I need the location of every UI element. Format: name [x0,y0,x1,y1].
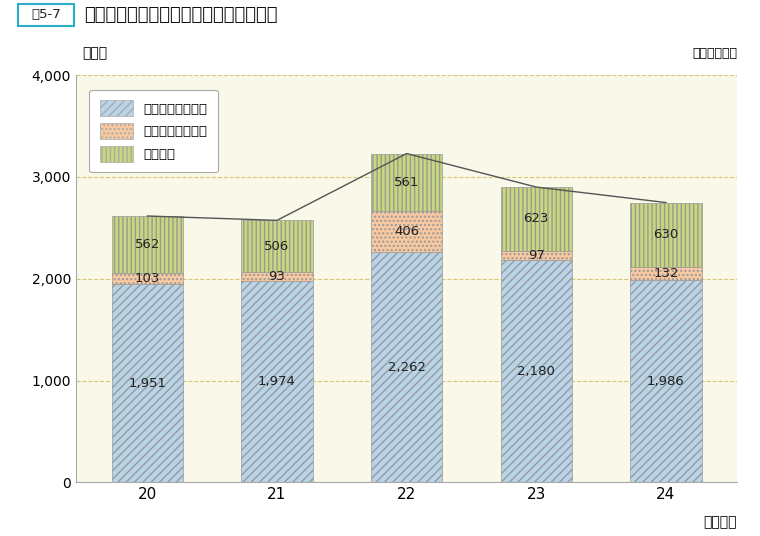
Text: 623: 623 [524,212,549,225]
Text: （年度）: （年度） [704,515,737,529]
Bar [112,273,183,284]
Text: 506: 506 [264,240,290,252]
Text: 562: 562 [135,238,160,251]
Bar [501,187,572,250]
Text: 132: 132 [653,267,679,280]
Bar [371,211,442,252]
Text: 2,262: 2,262 [388,361,426,374]
Text: 2,180: 2,180 [518,365,556,378]
Bar [501,250,572,260]
Bar [371,252,442,482]
Text: 図5-7: 図5-7 [31,9,61,21]
FancyBboxPatch shape [18,4,74,26]
Bar [112,216,183,273]
Text: 1,974: 1,974 [258,375,296,389]
Bar [242,272,312,281]
Text: 97: 97 [527,249,545,262]
Bar [630,280,701,482]
Text: （件）: （件） [83,46,108,60]
Bar [501,260,572,482]
Bar [242,220,312,272]
Bar [112,284,183,482]
Legend: 公務災害（負傷）, 公務災害（疾病）, 通勤災害: 公務災害（負傷）, 公務災害（疾病）, 通勤災害 [89,90,218,173]
Text: 103: 103 [135,272,160,285]
Text: 公務災害及び通勤災害の認定件数の推移: 公務災害及び通勤災害の認定件数の推移 [84,6,277,24]
Text: 630: 630 [654,228,679,241]
Text: 1,986: 1,986 [647,375,685,388]
Text: 93: 93 [268,270,286,283]
Text: 406: 406 [394,225,420,238]
Bar [242,281,312,482]
Text: 561: 561 [394,176,420,189]
Bar [630,267,701,280]
Text: 1,951: 1,951 [128,377,166,390]
Text: （単位：件）: （単位：件） [692,47,737,60]
Bar [630,203,701,267]
Bar [371,153,442,211]
